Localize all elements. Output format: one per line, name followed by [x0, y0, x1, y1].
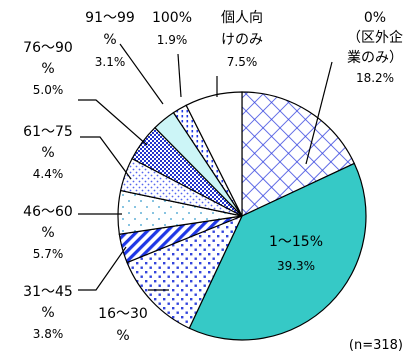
slice-label-line-0-2: 業のみ）	[347, 50, 403, 66]
slice-value-6: 5.0%	[33, 83, 64, 97]
sample-size-note: (n=318)	[349, 338, 403, 353]
slice-label-line-2-0: 16～30	[98, 306, 148, 322]
slice-value-3: 3.8%	[33, 327, 64, 341]
slice-label-4: 46～60% 5.7%	[23, 204, 73, 261]
slice-value-7: 3.1%	[95, 55, 126, 69]
slice-label-5: 61～75% 4.4%	[23, 124, 73, 181]
slice-label-9: 個人向けのみ 7.5%	[221, 10, 263, 69]
pie-slice-0	[241, 91, 356, 217]
slice-label-0: 0% （区外企業のみ） 18.2%	[347, 10, 403, 85]
slice-label-line-7-1: %	[103, 32, 116, 48]
slice-label-7: 91～99% 3.1%	[85, 10, 135, 69]
slice-label-line-2-1: %	[116, 328, 129, 344]
slice-value-8: 1.9%	[157, 33, 188, 47]
leader-line-7	[119, 43, 164, 105]
slice-value-0: 18.2%	[356, 71, 394, 85]
slice-label-line-6-1: %	[41, 61, 54, 77]
slice-label-line-7-0: 91～99	[85, 10, 135, 26]
slice-label-line-0-0: 0%	[364, 10, 386, 26]
slice-label-6: 76～90% 5.0%	[23, 40, 73, 97]
slice-label-line-9-1: けのみ	[221, 32, 263, 48]
slice-value-5: 4.4%	[33, 167, 64, 181]
slice-label-line-3-1: %	[41, 305, 54, 321]
leader-line-8	[177, 53, 182, 98]
slice-label-line-8-0: 100%	[152, 10, 192, 26]
leader-line-6	[78, 99, 148, 146]
slice-label-line-9-0: 個人向	[221, 10, 263, 26]
pie-slice-2	[126, 214, 244, 330]
slice-value-1: 39.3%	[277, 259, 315, 273]
slice-value-4: 5.7%	[33, 247, 64, 261]
slice-label-8: 100% 1.9%	[152, 10, 192, 47]
slice-label-line-4-1: %	[41, 225, 54, 241]
leader-line-5	[80, 136, 132, 180]
slice-label-line-1-0: 1～15%	[269, 234, 323, 250]
slice-label-1: 1～15% 39.3%	[269, 234, 323, 273]
slice-label-line-5-0: 61～75	[23, 124, 73, 140]
slice-label-line-3-0: 31～45	[23, 284, 73, 300]
slice-value-9: 7.5%	[227, 55, 258, 69]
slice-label-line-4-0: 46～60	[23, 204, 73, 220]
pie-slice-1	[188, 162, 367, 341]
leader-line-3	[78, 246, 127, 291]
slice-label-3: 31～45% 3.8%	[23, 284, 73, 341]
slice-label-line-0-1: （区外企	[347, 29, 403, 46]
pie-slice-9	[185, 91, 243, 217]
leader-line-0	[305, 61, 333, 165]
slice-label-line-6-0: 76～90	[23, 40, 73, 56]
slice-label-line-5-1: %	[41, 145, 54, 161]
slice-label-2: 16～30%	[98, 306, 148, 344]
